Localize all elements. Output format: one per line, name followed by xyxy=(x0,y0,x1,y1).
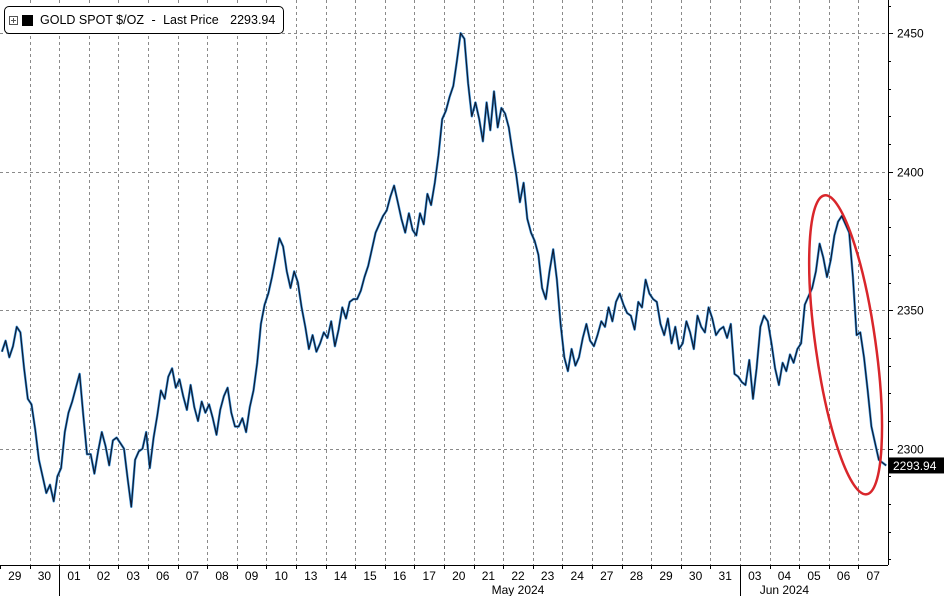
x-tick-label: 23 xyxy=(541,569,555,583)
x-tick-label: 20 xyxy=(452,569,466,583)
legend-series-label: GOLD SPOT $/OZ xyxy=(40,13,144,27)
x-tick-label: 13 xyxy=(304,569,318,583)
x-tick-label: 30 xyxy=(38,569,52,583)
x-tick-label: 16 xyxy=(393,569,407,583)
legend-last-price-label: Last Price xyxy=(163,13,219,27)
x-tick-label: 28 xyxy=(630,569,644,583)
x-tick-label: 14 xyxy=(334,569,348,583)
legend-last-price-value: 2293.94 xyxy=(230,13,276,27)
x-tick-label: 06 xyxy=(156,569,170,583)
x-tick-label: 03 xyxy=(748,569,762,583)
x-tick-label: 15 xyxy=(363,569,377,583)
x-tick-label: 27 xyxy=(600,569,614,583)
x-tick-label: 17 xyxy=(423,569,437,583)
x-tick-label: 07 xyxy=(186,569,200,583)
y-tick-label: 2450 xyxy=(897,27,924,41)
x-tick-label: 22 xyxy=(511,569,525,583)
x-tick-label: 30 xyxy=(689,569,703,583)
last-price-tag-label: 2293.94 xyxy=(893,459,937,473)
x-tick-label: 06 xyxy=(837,569,851,583)
x-tick-label: 29 xyxy=(8,569,22,583)
x-tick-label: 09 xyxy=(245,569,259,583)
x-tick-label: 08 xyxy=(215,569,229,583)
y-tick-label: 2350 xyxy=(897,304,924,318)
plus-square-icon[interactable] xyxy=(9,15,18,25)
x-tick-label: 03 xyxy=(127,569,141,583)
x-tick-label: 01 xyxy=(67,569,81,583)
month-label: May 2024 xyxy=(492,583,545,596)
x-tick-label: 31 xyxy=(719,569,733,583)
last-price-tag xyxy=(888,457,944,474)
x-tick-label: 04 xyxy=(778,569,792,583)
chart-legend[interactable]: GOLD SPOT $/OZ - Last Price 2293.94 xyxy=(4,6,285,34)
x-tick-label: 10 xyxy=(275,569,289,583)
price-line xyxy=(1,32,887,508)
callout-ellipse xyxy=(807,194,884,496)
month-label: Jun 2024 xyxy=(760,583,810,596)
x-tick-label: 24 xyxy=(571,569,585,583)
x-tick-label: 05 xyxy=(807,569,821,583)
y-tick-label: 2400 xyxy=(897,166,924,180)
x-tick-label: 07 xyxy=(867,569,881,583)
series-color-swatch xyxy=(22,14,33,26)
x-tick-label: 29 xyxy=(659,569,673,583)
x-tick-label: 02 xyxy=(97,569,111,583)
y-tick-label: 2300 xyxy=(897,443,924,457)
legend-separator: - xyxy=(147,13,160,27)
x-tick-label: 21 xyxy=(482,569,496,583)
